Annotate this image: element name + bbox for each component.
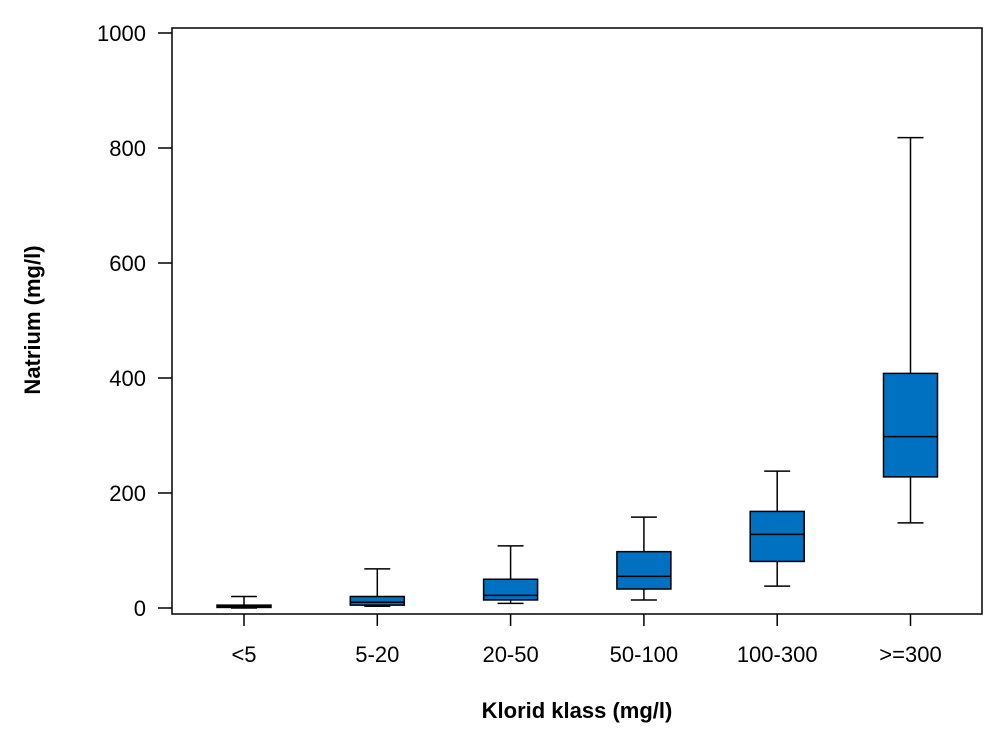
y-tick-label: 800 [109,136,146,161]
box-6 [882,136,939,524]
plot-frame [171,27,983,615]
y-tick-label: 0 [134,596,146,621]
y-tick-label: 200 [109,481,146,506]
iqr-box [482,578,539,601]
x-tick-label: >=300 [879,642,941,667]
x-tick-label: 20-50 [482,642,538,667]
box-2 [349,568,406,608]
x-axis: <5 5-20 20-50 50-100 100-300 >=300 [231,614,942,667]
box-4 [616,516,672,601]
y-tick-label: 1000 [97,21,146,46]
box-1 [216,595,272,609]
box-series [216,136,939,609]
y-axis: 0 200 400 600 800 1000 [97,21,172,621]
y-axis-title: Natrium (mg/l) [20,245,45,394]
x-axis-title: Klorid klass (mg/l) [482,698,673,723]
iqr-box [749,510,805,563]
y-tick-label: 400 [109,366,146,391]
x-tick-label: 50-100 [610,642,679,667]
box-3 [482,545,539,605]
x-tick-label: 5-20 [355,642,399,667]
iqr-box [616,550,672,590]
iqr-box [882,372,939,478]
box-5 [749,470,805,587]
y-tick-label: 600 [109,251,146,276]
x-tick-label: 100-300 [737,642,818,667]
x-tick-label: <5 [231,642,256,667]
iqr-box [349,595,406,606]
